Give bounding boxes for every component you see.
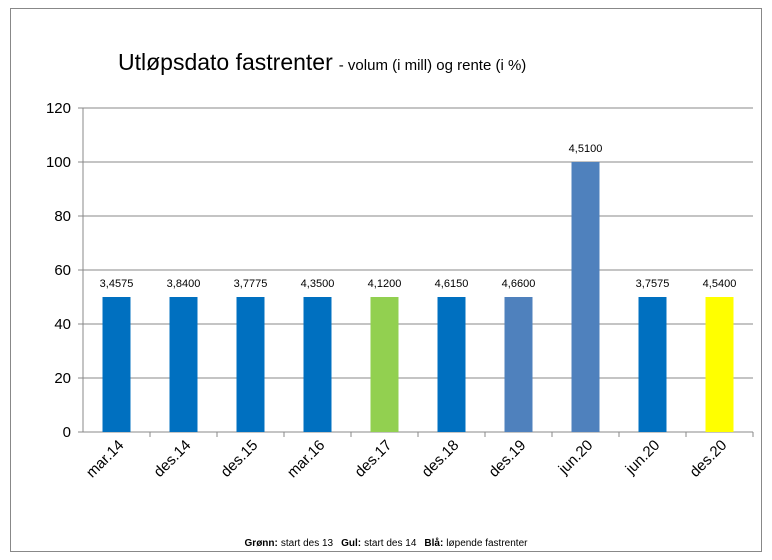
- data-label: 4,1200: [368, 278, 402, 290]
- data-label: 4,3500: [301, 278, 335, 290]
- y-tick-label: 60: [54, 262, 71, 279]
- data-label: 4,5400: [703, 278, 737, 290]
- data-label: 4,6600: [502, 278, 536, 290]
- note-label: Gul:: [341, 538, 361, 549]
- data-label: 3,8400: [167, 278, 201, 290]
- note-text: start des 14: [364, 538, 417, 549]
- footnote: Grønn: start des 13 Gul: start des 14 Blå: lø…: [245, 537, 529, 549]
- chart-border: [10, 8, 762, 552]
- y-tick-label: 20: [54, 370, 71, 387]
- bar: [705, 297, 734, 432]
- bar: [303, 297, 332, 432]
- y-tick-label: 80: [54, 208, 71, 225]
- title-main: Utløpsdato fastrenter: [118, 49, 333, 75]
- bar: [102, 297, 131, 432]
- bar: [437, 297, 466, 432]
- y-tick-label: 120: [46, 100, 71, 117]
- y-tick-label: 0: [63, 424, 71, 441]
- note-label: Blå:: [424, 537, 443, 549]
- note-text: start des 13: [281, 538, 334, 549]
- bar: [571, 162, 600, 432]
- note-label: Grønn:: [245, 538, 278, 549]
- bar: [236, 297, 265, 432]
- bar: [370, 297, 399, 432]
- data-label: 3,7775: [234, 278, 268, 290]
- chart-title: Utløpsdato fastrenter - volum (i mill) og…: [118, 49, 526, 75]
- note-text: løpende fastrenter: [446, 538, 528, 549]
- y-tick-label: 40: [54, 316, 71, 333]
- data-label: 3,4575: [100, 278, 134, 290]
- data-label: 4,5100: [569, 143, 603, 155]
- subtitle: - volum (i mill) og rente (i %): [339, 57, 527, 74]
- bar: [169, 297, 198, 432]
- bar: [638, 297, 667, 432]
- bar: [504, 297, 533, 432]
- data-label: 3,7575: [636, 278, 670, 290]
- data-label: 4,6150: [435, 278, 469, 290]
- y-tick-label: 100: [46, 154, 71, 171]
